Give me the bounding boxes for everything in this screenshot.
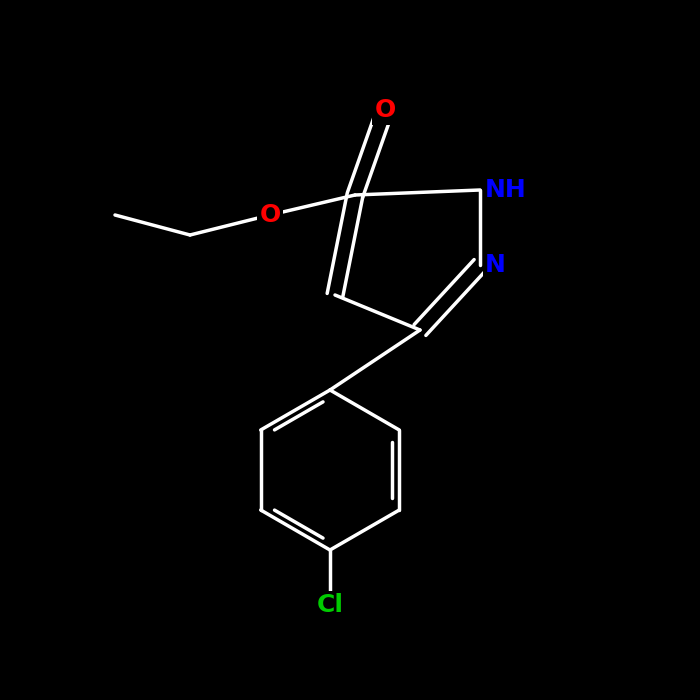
Text: N: N: [485, 253, 506, 277]
Text: O: O: [260, 203, 281, 227]
Text: Cl: Cl: [316, 593, 344, 617]
Text: NH: NH: [485, 178, 526, 202]
Text: O: O: [374, 98, 395, 122]
